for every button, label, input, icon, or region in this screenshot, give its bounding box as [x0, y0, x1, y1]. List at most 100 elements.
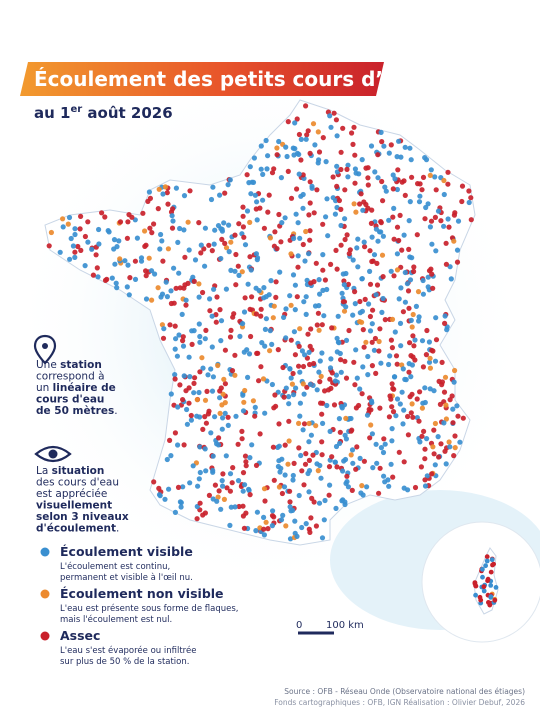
- station-dot: [196, 281, 202, 287]
- station-dot: [305, 470, 311, 477]
- station-dot: [171, 265, 177, 271]
- station-dot: [310, 121, 317, 127]
- station-dot: [345, 281, 351, 287]
- station-dot: [354, 444, 360, 450]
- station-dot: [355, 236, 361, 242]
- station-dot: [279, 490, 285, 497]
- station-dot: [316, 500, 323, 506]
- station-dot: [368, 143, 375, 149]
- station-dot: [466, 199, 472, 206]
- station-dot: [220, 415, 226, 421]
- station-dot: [391, 374, 398, 380]
- station-dot: [180, 338, 186, 344]
- station-dot: [338, 206, 344, 212]
- station-dot: [488, 569, 494, 575]
- station-dot: [167, 437, 173, 443]
- station-dot: [420, 174, 427, 180]
- station-dot: [376, 348, 382, 354]
- station-dot: [394, 361, 400, 367]
- station-dot: [261, 285, 267, 291]
- station-dot: [433, 187, 439, 193]
- station-dot: [364, 412, 371, 418]
- station-dot: [484, 554, 490, 560]
- station-dot: [301, 482, 307, 488]
- station-dot: [423, 204, 429, 211]
- station-dot: [134, 235, 140, 241]
- note-line: des cours d'eau: [36, 477, 119, 489]
- note-segment: de 50 mètres: [36, 405, 114, 417]
- station-dot: [307, 361, 313, 368]
- station-dot: [435, 434, 441, 440]
- note-segment: Une: [36, 359, 60, 371]
- station-dot: [304, 132, 310, 138]
- station-dot: [359, 276, 365, 282]
- station-dot: [233, 282, 239, 288]
- station-dot: [188, 417, 194, 423]
- station-dot: [142, 228, 148, 234]
- station-dot: [215, 442, 222, 448]
- station-dot: [338, 357, 344, 363]
- station-dot: [111, 237, 118, 243]
- station-dot: [72, 226, 78, 232]
- station-dot: [409, 174, 415, 180]
- station-dot: [478, 597, 484, 603]
- station-dot: [391, 236, 397, 242]
- station-dot: [388, 461, 394, 467]
- note-segment: est appréciée: [36, 488, 107, 500]
- station-dot: [160, 258, 166, 264]
- station-dot: [402, 269, 408, 276]
- station-dot: [391, 273, 397, 279]
- station-dot: [200, 289, 206, 296]
- station-dot: [336, 416, 342, 422]
- station-dot: [468, 195, 474, 201]
- station-dot: [257, 431, 263, 437]
- station-dot: [415, 289, 422, 295]
- station-dot: [229, 368, 236, 374]
- station-dot: [451, 212, 457, 218]
- station-dot: [306, 349, 312, 355]
- station-dot: [266, 192, 272, 198]
- station-dot: [260, 376, 267, 382]
- station-dot: [198, 242, 204, 248]
- station-dot: [481, 588, 487, 594]
- note-line: un linéaire de: [36, 382, 116, 394]
- station-dot: [314, 187, 320, 193]
- station-dot: [178, 504, 184, 510]
- station-dot: [419, 405, 425, 411]
- station-dot: [300, 381, 306, 387]
- station-dot: [442, 313, 448, 319]
- station-dot: [188, 412, 194, 419]
- station-dot: [360, 364, 366, 370]
- station-dot: [422, 385, 428, 391]
- station-dot: [161, 326, 167, 332]
- station-dot: [402, 192, 408, 198]
- station-dot: [261, 532, 267, 538]
- station-dot: [296, 343, 302, 349]
- station-dot: [252, 192, 258, 198]
- station-dot: [297, 369, 303, 375]
- station-dot: [291, 460, 297, 466]
- station-dot: [454, 403, 460, 409]
- station-dot: [72, 254, 78, 260]
- station-dot: [421, 428, 427, 434]
- station-dot: [235, 478, 242, 484]
- station-dot: [336, 340, 342, 346]
- legend-description: sur plus de 50 % de la station.: [60, 657, 189, 667]
- station-dot: [428, 266, 434, 272]
- station-dot: [156, 485, 162, 491]
- station-dot: [316, 369, 322, 375]
- station-dot: [357, 201, 363, 207]
- note-segment: station: [60, 359, 102, 371]
- station-dot: [354, 245, 360, 251]
- station-dot: [371, 347, 377, 353]
- station-dot: [457, 439, 463, 445]
- station-dot: [316, 149, 323, 155]
- note-segment: un: [36, 382, 53, 394]
- station-dot: [406, 369, 412, 375]
- station-dot: [428, 218, 435, 224]
- legend-description: L'eau est présente sous forme de flaques…: [60, 603, 238, 614]
- station-dot: [378, 360, 384, 366]
- station-dot: [197, 369, 203, 375]
- station-dot: [272, 229, 278, 235]
- station-dot: [263, 519, 269, 525]
